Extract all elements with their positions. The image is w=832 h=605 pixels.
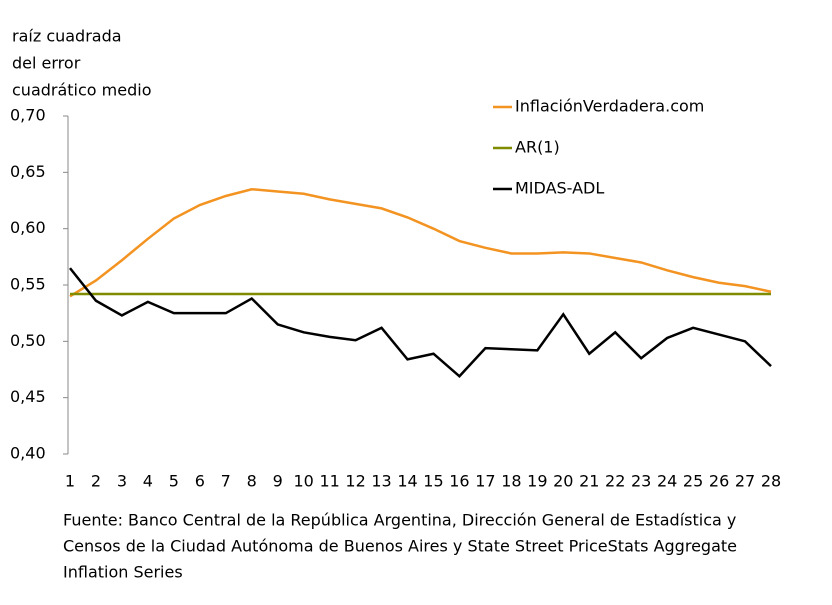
x-tick-label: 22 <box>605 472 625 491</box>
x-tick-label: 9 <box>273 472 283 491</box>
x-tick-label: 11 <box>319 472 339 491</box>
y-tick-label: 0,40 <box>10 444 46 463</box>
y-tick-label: 0,55 <box>10 275 46 294</box>
x-tick-label: 25 <box>683 472 703 491</box>
y-axis-label: cuadrático medio <box>12 81 152 100</box>
source-note: Censos de la Ciudad Autónoma de Buenos A… <box>63 537 737 556</box>
x-tick-label: 17 <box>475 472 495 491</box>
x-tick-label: 6 <box>195 472 205 491</box>
x-tick-label: 5 <box>169 472 179 491</box>
y-tick-label: 0,60 <box>10 218 46 237</box>
legend-label: InflaciónVerdadera.com <box>515 97 704 116</box>
source-note: Inflation Series <box>63 563 183 582</box>
x-tick-label: 21 <box>579 472 599 491</box>
x-tick-label: 28 <box>761 472 781 491</box>
x-tick-label: 12 <box>345 472 365 491</box>
x-tick-label: 18 <box>501 472 521 491</box>
x-tick-label: 3 <box>117 472 127 491</box>
x-tick-label: 19 <box>527 472 547 491</box>
x-tick-label: 10 <box>293 472 313 491</box>
source-note: Fuente: Banco Central de la República Ar… <box>63 511 736 530</box>
y-tick-label: 0,65 <box>10 162 46 181</box>
x-tick-label: 13 <box>371 472 391 491</box>
series-line <box>69 267 772 378</box>
x-tick-label: 16 <box>449 472 469 491</box>
x-tick-label: 7 <box>221 472 231 491</box>
legend-label: MIDAS-ADL <box>515 179 604 198</box>
x-tick-label: 14 <box>397 472 417 491</box>
x-tick-label: 24 <box>657 472 677 491</box>
x-tick-label: 26 <box>709 472 729 491</box>
x-tick-label: 2 <box>91 472 101 491</box>
y-tick-label: 0,45 <box>10 387 46 406</box>
x-tick-label: 4 <box>143 472 153 491</box>
legend-label: AR(1) <box>515 138 560 157</box>
y-axis-label: raíz cuadrada <box>12 27 122 46</box>
x-tick-label: 8 <box>247 472 257 491</box>
series-line <box>69 187 772 298</box>
x-tick-label: 20 <box>553 472 573 491</box>
x-tick-label: 27 <box>735 472 755 491</box>
y-tick-label: 0,50 <box>10 331 46 350</box>
y-tick-label: 0,70 <box>10 106 46 125</box>
x-tick-label: 23 <box>631 472 651 491</box>
y-axis-label: del error <box>12 54 81 73</box>
x-tick-label: 1 <box>65 472 75 491</box>
x-tick-label: 15 <box>423 472 443 491</box>
